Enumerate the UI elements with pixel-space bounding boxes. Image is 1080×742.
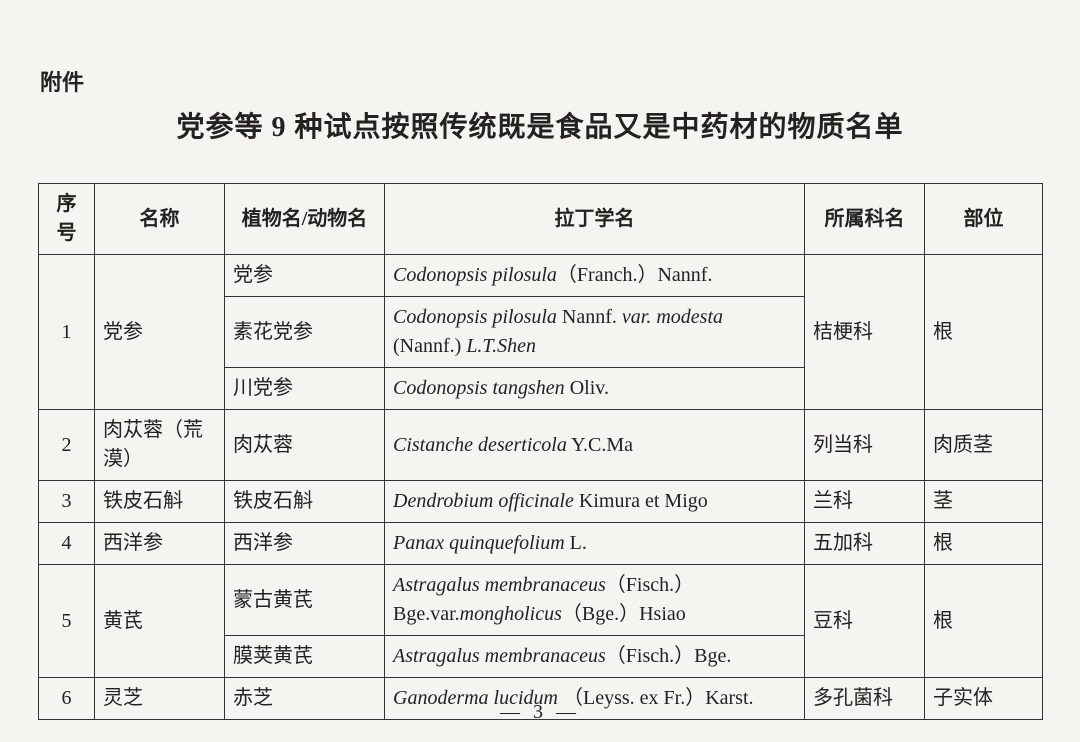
cell-name: 黄芪 [95,565,225,678]
col-index: 序号 [39,184,95,255]
table-header-row: 序号 名称 植物名/动物名 拉丁学名 所属科名 部位 [39,184,1043,255]
table-row: 2肉苁蓉（荒漠）肉苁蓉Cistanche deserticola Y.C.Ma列… [39,410,1043,481]
col-name: 名称 [95,184,225,255]
document-page: 附件 党参等 9 种试点按照传统既是食品又是中药材的物质名单 序号 名称 植物名… [0,0,1080,742]
cell-name: 肉苁蓉（荒漠） [95,410,225,481]
cell-latin: Codonopsis pilosula（Franch.）Nannf. [385,255,805,297]
cell-index: 2 [39,410,95,481]
cell-index: 3 [39,481,95,523]
cell-family: 兰科 [805,481,925,523]
cell-plant: 素花党参 [225,297,385,368]
col-plant: 植物名/动物名 [225,184,385,255]
attachment-label: 附件 [40,65,1042,97]
cell-plant: 党参 [225,255,385,297]
substance-table: 序号 名称 植物名/动物名 拉丁学名 所属科名 部位 1党参党参Codonops… [38,183,1043,720]
cell-index: 5 [39,565,95,678]
cell-latin: Panax quinquefolium L. [385,523,805,565]
cell-family: 列当科 [805,410,925,481]
table-row: 5黄芪蒙古黄芪Astragalus membranaceus（Fisch.）Bg… [39,565,1043,636]
cell-name: 党参 [95,255,225,410]
page-title: 党参等 9 种试点按照传统既是食品又是中药材的物质名单 [38,105,1042,145]
cell-latin: Dendrobium officinale Kimura et Migo [385,481,805,523]
cell-latin: Astragalus membranaceus（Fisch.）Bge.var.m… [385,565,805,636]
table-row: 4西洋参西洋参Panax quinquefolium L.五加科根 [39,523,1043,565]
col-family: 所属科名 [805,184,925,255]
cell-plant: 铁皮石斛 [225,481,385,523]
cell-latin: Codonopsis pilosula Nannf. var. modesta … [385,297,805,368]
cell-index: 4 [39,523,95,565]
cell-latin: Cistanche deserticola Y.C.Ma [385,410,805,481]
cell-part: 根 [925,255,1043,410]
page-number: — 3 — [0,701,1080,724]
cell-latin: Codonopsis tangshen Oliv. [385,368,805,410]
cell-plant: 蒙古黄芪 [225,565,385,636]
cell-plant: 川党参 [225,368,385,410]
cell-part: 茎 [925,481,1043,523]
cell-part: 肉质茎 [925,410,1043,481]
cell-plant: 肉苁蓉 [225,410,385,481]
cell-name: 铁皮石斛 [95,481,225,523]
cell-part: 根 [925,565,1043,678]
table-row: 1党参党参Codonopsis pilosula（Franch.）Nannf.桔… [39,255,1043,297]
cell-index: 1 [39,255,95,410]
col-latin: 拉丁学名 [385,184,805,255]
cell-name: 西洋参 [95,523,225,565]
cell-family: 豆科 [805,565,925,678]
cell-part: 根 [925,523,1043,565]
cell-latin: Astragalus membranaceus（Fisch.）Bge. [385,636,805,678]
cell-family: 桔梗科 [805,255,925,410]
cell-plant: 西洋参 [225,523,385,565]
cell-family: 五加科 [805,523,925,565]
cell-plant: 膜荚黄芪 [225,636,385,678]
table-row: 3铁皮石斛铁皮石斛Dendrobium officinale Kimura et… [39,481,1043,523]
table-body: 1党参党参Codonopsis pilosula（Franch.）Nannf.桔… [39,255,1043,720]
col-part: 部位 [925,184,1043,255]
